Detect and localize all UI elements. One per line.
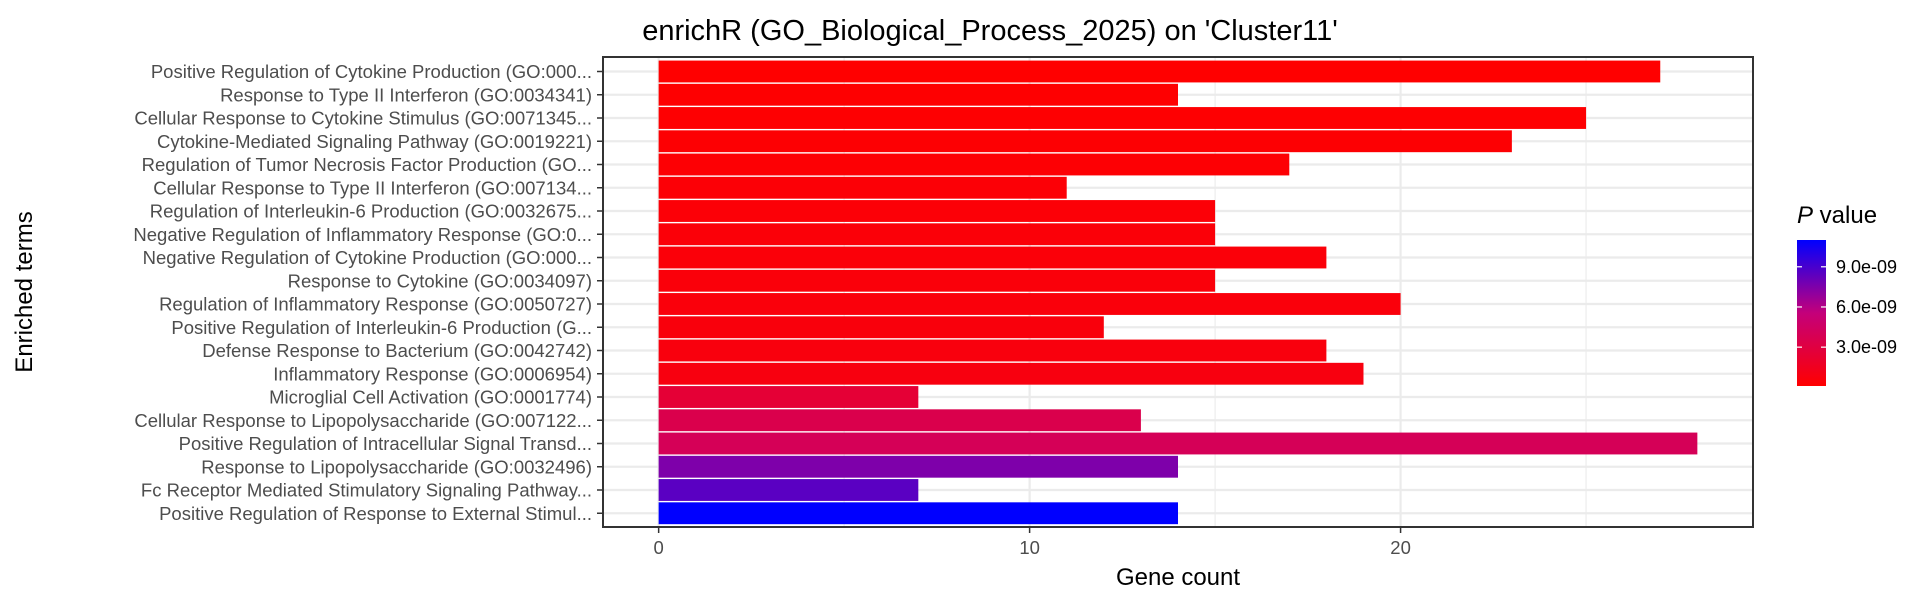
x-ticks: 0 10 20 bbox=[653, 527, 1411, 558]
y-tick-label: Defense Response to Bacterium (GO:004274… bbox=[202, 340, 592, 361]
bar bbox=[658, 362, 1364, 385]
legend-ticks: 3.0e-09 6.0e-09 9.0e-09 bbox=[1797, 257, 1897, 357]
bar bbox=[658, 83, 1178, 106]
y-tick-label: Microglial Cell Activation (GO:0001774) bbox=[269, 387, 592, 408]
y-tick-label: Cellular Response to Cytokine Stimulus (… bbox=[134, 108, 592, 129]
y-axis-title: Enriched terms bbox=[11, 211, 38, 372]
bar bbox=[658, 386, 919, 408]
y-tick-label: Response to Type II Interferon (GO:00343… bbox=[220, 84, 592, 105]
x-tick-label: 10 bbox=[1019, 537, 1040, 558]
y-tick-label: Response to Lipopolysaccharide (GO:00324… bbox=[201, 456, 592, 477]
y-tick-label: Positive Regulation of Cytokine Producti… bbox=[151, 61, 592, 82]
y-tick-label: Cellular Response to Type II Interferon … bbox=[153, 177, 592, 198]
bar bbox=[658, 223, 1216, 246]
chart-title: enrichR (GO_Biological_Process_2025) on … bbox=[642, 15, 1338, 47]
bar bbox=[658, 409, 1141, 432]
y-tick-label: Response to Cytokine (GO:0034097) bbox=[288, 270, 592, 291]
legend-colorbar bbox=[1797, 240, 1826, 386]
y-tick-label: Fc Receptor Mediated Stimulatory Signali… bbox=[141, 480, 592, 501]
bar bbox=[658, 176, 1067, 199]
bar bbox=[658, 60, 1661, 83]
bar bbox=[658, 246, 1327, 269]
y-tick-label: Regulation of Inflammatory Response (GO:… bbox=[159, 294, 592, 315]
y-tick-label: Positive Regulation of Interleukin-6 Pro… bbox=[171, 317, 592, 338]
y-tick-label: Negative Regulation of Inflammatory Resp… bbox=[133, 224, 592, 245]
y-tick-label: Regulation of Tumor Necrosis Factor Prod… bbox=[142, 154, 592, 175]
y-tick-label: Inflammatory Response (GO:0006954) bbox=[273, 363, 592, 384]
legend-tick-label: 3.0e-09 bbox=[1836, 337, 1897, 357]
bar bbox=[658, 502, 1178, 525]
y-tick-label: Positive Regulation of Response to Exter… bbox=[159, 503, 592, 524]
legend-title-rest: value bbox=[1813, 202, 1877, 229]
bar bbox=[658, 130, 1512, 153]
bars bbox=[658, 60, 1698, 525]
y-tick-label: Cytokine-Mediated Signaling Pathway (GO:… bbox=[157, 131, 592, 152]
bar bbox=[658, 316, 1104, 339]
x-axis-title: Gene count bbox=[1116, 564, 1240, 591]
legend-title: P value bbox=[1797, 202, 1877, 229]
y-tick-label: Regulation of Interleukin-6 Production (… bbox=[150, 201, 592, 222]
bar bbox=[658, 455, 1178, 478]
bar bbox=[658, 107, 1587, 129]
bar bbox=[658, 153, 1290, 176]
bar bbox=[658, 339, 1327, 362]
legend-tick-label: 9.0e-09 bbox=[1836, 257, 1897, 277]
bar bbox=[658, 200, 1216, 222]
x-tick-label: 0 bbox=[653, 537, 663, 558]
y-tick-label: Cellular Response to Lipopolysaccharide … bbox=[134, 410, 592, 431]
bar bbox=[658, 432, 1698, 455]
legend-title-italic: P bbox=[1797, 202, 1813, 229]
legend-tick-label: 6.0e-09 bbox=[1836, 297, 1897, 317]
legend: P value 3.0e-09 6.0e-09 9.0e-09 bbox=[1797, 202, 1897, 386]
y-tick-label: Negative Regulation of Cytokine Producti… bbox=[143, 247, 592, 268]
y-tick-labels: Positive Regulation of Cytokine Producti… bbox=[133, 61, 603, 524]
bar bbox=[658, 479, 919, 501]
plot-border bbox=[602, 56, 1754, 528]
y-tick-label: Positive Regulation of Intracellular Sig… bbox=[179, 433, 592, 454]
x-tick-label: 20 bbox=[1390, 537, 1411, 558]
bar bbox=[658, 269, 1216, 292]
bar bbox=[658, 293, 1401, 315]
